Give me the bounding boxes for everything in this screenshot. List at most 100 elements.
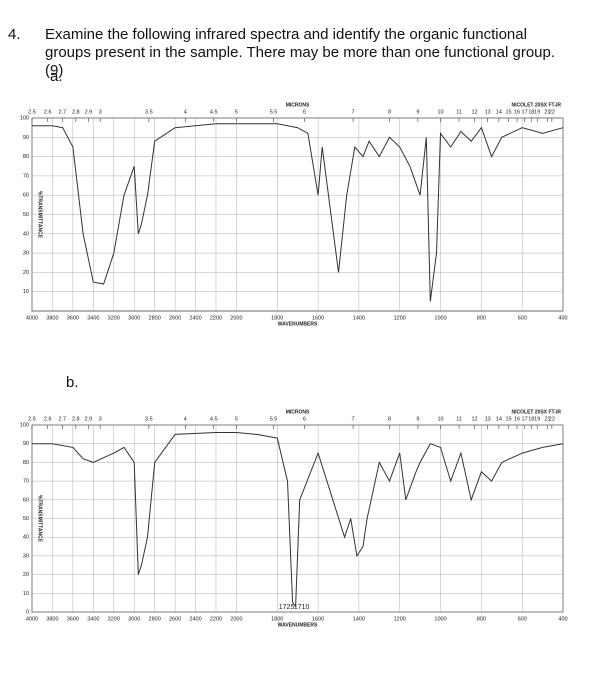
x-tick-label: 2600 — [169, 315, 181, 321]
x2-tick-label: 9 — [416, 109, 419, 115]
x2-tick-label: 2.6 — [44, 109, 52, 115]
x2-tick-label: 13 — [485, 109, 491, 115]
y-tick-label: 10 — [23, 591, 29, 597]
part-label: b. — [66, 374, 79, 391]
x2-tick-label: 16 — [514, 416, 520, 422]
x2-tick-label: 14 — [496, 109, 502, 115]
x2-tick-label: 3 — [99, 109, 102, 115]
x-tick-label: 800 — [477, 616, 486, 622]
y-axis-label: %TRANSMITTANCE — [37, 495, 43, 543]
x2-tick-label: 17 — [522, 109, 528, 115]
x2-tick-label: 19 — [534, 416, 540, 422]
x-tick-label: 1400 — [353, 315, 365, 321]
x2-tick-label: 2.8 — [72, 416, 80, 422]
x2-tick-label: 14 — [496, 416, 502, 422]
x2-tick-label: 3 — [99, 416, 102, 422]
x2-tick-label: 8 — [388, 416, 391, 422]
x-tick-label: 4000 — [26, 315, 38, 321]
x2-tick-label: 19 — [534, 109, 540, 115]
annotation: 1710 — [294, 604, 310, 611]
x-tick-label: 2200 — [210, 616, 222, 622]
y-tick-label: 40 — [23, 231, 29, 237]
x2-tick-label: 16 — [514, 109, 520, 115]
y-tick-label: 90 — [23, 441, 29, 447]
x2-tick-label: 2.8 — [72, 109, 80, 115]
y-tick-label: 100 — [20, 115, 29, 121]
x-tick-label: 4000 — [26, 616, 38, 622]
x-tick-label: 3000 — [128, 616, 140, 622]
x-tick-label: 400 — [558, 616, 567, 622]
x-tick-label: 2000 — [230, 616, 242, 622]
x2-tick-label: 11 — [456, 416, 462, 422]
x-tick-label: 3200 — [108, 616, 120, 622]
x2-tick-label: 4 — [184, 416, 187, 422]
x2-tick-label: 2.9 — [85, 416, 93, 422]
x-tick-label: 1800 — [271, 616, 283, 622]
x2-tick-label: 4.5 — [210, 416, 218, 422]
x2-tick-label: 21 — [544, 109, 550, 115]
spectrum-line — [32, 432, 564, 608]
x2-tick-label: 18 — [528, 416, 534, 422]
x-tick-label: 2600 — [169, 616, 181, 622]
x2-tick-label: 12 — [471, 109, 477, 115]
x2-tick-label: 21 — [544, 416, 550, 422]
y-tick-label: 70 — [23, 479, 29, 485]
x-tick-label: 2000 — [230, 315, 242, 321]
x2-tick-label: 2.5 — [28, 416, 36, 422]
x2-tick-label: 5.5 — [270, 416, 278, 422]
x-tick-label: 2400 — [189, 616, 201, 622]
y-tick-label: 90 — [23, 135, 29, 141]
x-tick-label: 3400 — [87, 315, 99, 321]
x-tick-label: 1600 — [312, 315, 324, 321]
x2-tick-label: 15 — [506, 109, 512, 115]
x-axis-label: WAVENUMBERS — [278, 321, 318, 327]
x-tick-label: 1800 — [271, 315, 283, 321]
y-tick-label: 50 — [23, 516, 29, 522]
question-text: Examine the following infrared spectra a… — [45, 26, 556, 79]
x2-tick-label: 2.5 — [28, 109, 36, 115]
y-tick-label: 80 — [23, 460, 29, 466]
x2-tick-label: 9 — [416, 416, 419, 422]
y-tick-label: 40 — [23, 535, 29, 541]
x2-tick-label: 2.9 — [85, 109, 93, 115]
x2-tick-label: 13 — [485, 416, 491, 422]
y-tick-label: 80 — [23, 154, 29, 160]
y-tick-label: 20 — [23, 572, 29, 578]
x2-tick-label: 17 — [522, 416, 528, 422]
y-tick-label: 60 — [23, 193, 29, 199]
x2-tick-label: 2.7 — [58, 416, 66, 422]
x-tick-label: 1600 — [312, 616, 324, 622]
x2-tick-label: 5.5 — [270, 109, 278, 115]
instrument-label: NICOLET 20SX FT-IR — [512, 409, 562, 415]
x-tick-label: 400 — [558, 315, 567, 321]
y-tick-label: 30 — [23, 251, 29, 257]
instrument-label: NICOLET 20SX FT-IR — [512, 102, 562, 108]
x2-tick-label: 6 — [303, 109, 306, 115]
x-axis-label: WAVENUMBERS — [278, 622, 318, 628]
x2-tick-label: 18 — [528, 109, 534, 115]
x2-tick-label: 6 — [303, 416, 306, 422]
x-tick-label: 3000 — [128, 315, 140, 321]
x-tick-label: 3800 — [46, 616, 58, 622]
x2-tick-label: 10 — [437, 109, 443, 115]
x2-tick-label: 22 — [549, 416, 555, 422]
x2-tick-label: 7 — [352, 109, 355, 115]
y-tick-label: 0 — [26, 609, 29, 615]
x-tick-label: 1200 — [394, 315, 406, 321]
x2-tick-label: 8 — [388, 109, 391, 115]
x2-tick-label: 3.5 — [145, 109, 153, 115]
x-tick-label: 800 — [477, 315, 486, 321]
y-tick-label: 20 — [23, 270, 29, 276]
x2-tick-label: 2.7 — [58, 109, 66, 115]
x2-tick-label: 5 — [235, 416, 238, 422]
question-number: 4. — [8, 26, 21, 43]
x2-tick-label: 3.5 — [145, 416, 153, 422]
y-axis-label: %TRANSMITTANCE — [37, 191, 43, 239]
y-tick-label: 100 — [20, 422, 29, 428]
x-tick-label: 1400 — [353, 616, 365, 622]
x-tick-label: 600 — [518, 616, 527, 622]
x2-tick-label: 4.5 — [210, 109, 218, 115]
spectrum-line — [32, 123, 564, 302]
x2-tick-label: 15 — [506, 416, 512, 422]
